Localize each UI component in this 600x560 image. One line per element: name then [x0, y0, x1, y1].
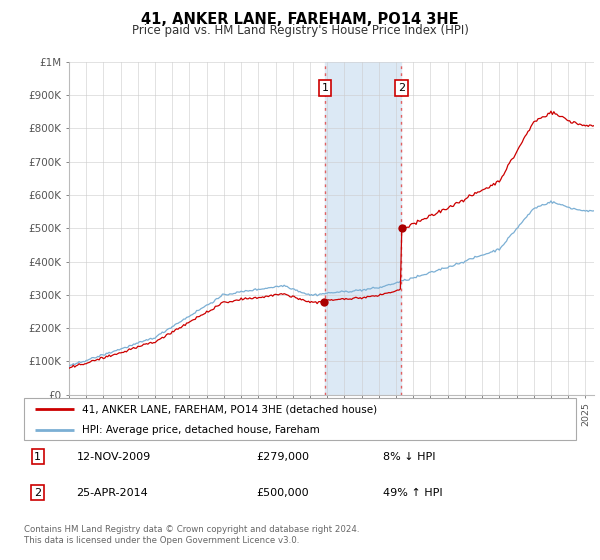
Text: 41, ANKER LANE, FAREHAM, PO14 3HE: 41, ANKER LANE, FAREHAM, PO14 3HE [141, 12, 459, 27]
Text: £500,000: £500,000 [256, 488, 308, 498]
Text: Price paid vs. HM Land Registry's House Price Index (HPI): Price paid vs. HM Land Registry's House … [131, 24, 469, 36]
Text: 2: 2 [34, 488, 41, 498]
Text: 12-NOV-2009: 12-NOV-2009 [76, 451, 151, 461]
Text: 41, ANKER LANE, FAREHAM, PO14 3HE (detached house): 41, ANKER LANE, FAREHAM, PO14 3HE (detac… [82, 404, 377, 414]
Text: 8% ↓ HPI: 8% ↓ HPI [383, 451, 436, 461]
Text: £279,000: £279,000 [256, 451, 309, 461]
FancyBboxPatch shape [24, 398, 576, 440]
Bar [325, 62, 401, 395]
Text: 2: 2 [398, 83, 405, 94]
Text: 1: 1 [322, 83, 328, 94]
Text: 1: 1 [34, 451, 41, 461]
Text: 49% ↑ HPI: 49% ↑ HPI [383, 488, 442, 498]
Text: HPI: Average price, detached house, Fareham: HPI: Average price, detached house, Fare… [82, 426, 320, 435]
Text: Contains HM Land Registry data © Crown copyright and database right 2024.
This d: Contains HM Land Registry data © Crown c… [24, 525, 359, 545]
Text: 25-APR-2014: 25-APR-2014 [76, 488, 148, 498]
